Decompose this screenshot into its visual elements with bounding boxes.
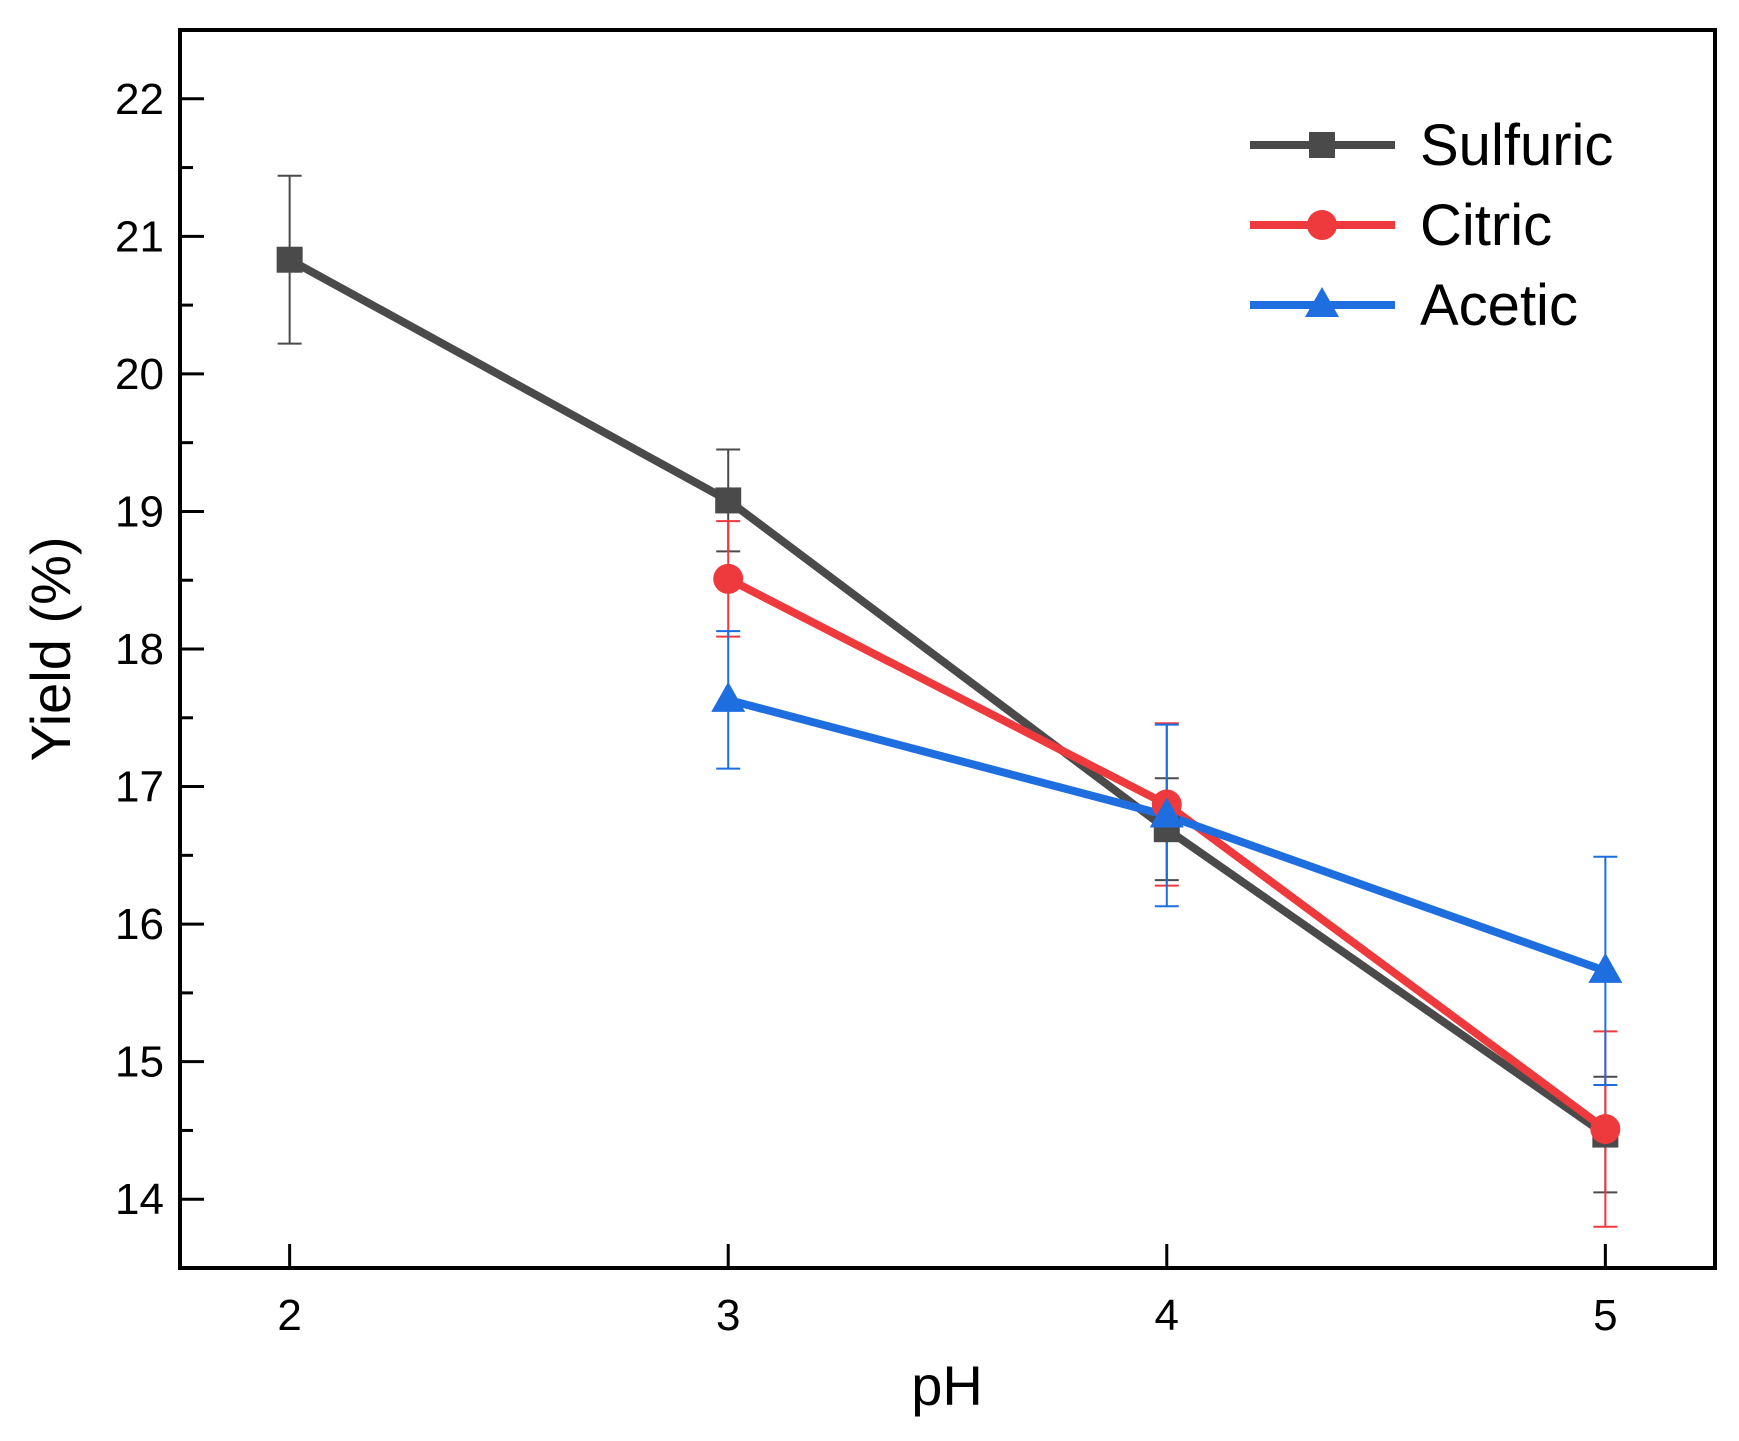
- x-tick-label: 4: [1155, 1291, 1179, 1340]
- x-tick-label: 3: [716, 1291, 740, 1340]
- data-markers: [276, 246, 1623, 1148]
- y-axis-title: Yield (%): [19, 536, 82, 761]
- legend-label: Acetic: [1420, 273, 1578, 338]
- x-axis-title: pH: [911, 1354, 983, 1417]
- series-line-sulfuric: [287, 256, 1608, 1138]
- data-point-citric: [1590, 1114, 1621, 1145]
- legend-marker-acetic: [1305, 287, 1339, 317]
- legend-label: Citric: [1420, 193, 1552, 258]
- y-tick-label: 19: [115, 487, 164, 536]
- data-point-acetic: [1149, 797, 1184, 828]
- data-point-acetic: [711, 681, 746, 712]
- y-tick-label: 15: [115, 1038, 164, 1087]
- data-point-acetic: [1588, 952, 1623, 983]
- y-tick-label: 20: [115, 350, 164, 399]
- legend: Sulfuric Citric Acetic: [1250, 113, 1613, 338]
- data-point-sulfuric: [276, 246, 303, 273]
- legend-marker-sulfuric: [1309, 132, 1335, 158]
- y-tick-label: 16: [115, 900, 164, 949]
- error-bars: [277, 174, 1618, 1228]
- data-point-citric: [713, 563, 744, 594]
- y-tick-label: 21: [115, 212, 164, 261]
- x-tick-label: 5: [1593, 1291, 1617, 1340]
- x-tick-label: 2: [277, 1291, 301, 1340]
- legend-marker-citric: [1307, 210, 1337, 240]
- legend-label: Sulfuric: [1420, 113, 1613, 178]
- y-tick-label: 14: [115, 1175, 164, 1224]
- series-lines: [287, 256, 1608, 1138]
- y-tick-label: 17: [115, 763, 164, 812]
- y-axis-ticks: 14 15 16 17 18 19 20 21 22: [115, 28, 204, 1270]
- y-tick-label: 22: [115, 75, 164, 124]
- x-axis-ticks: 2 3 4 5: [277, 1244, 1618, 1340]
- y-tick-label: 18: [115, 625, 164, 674]
- data-point-sulfuric: [715, 487, 742, 514]
